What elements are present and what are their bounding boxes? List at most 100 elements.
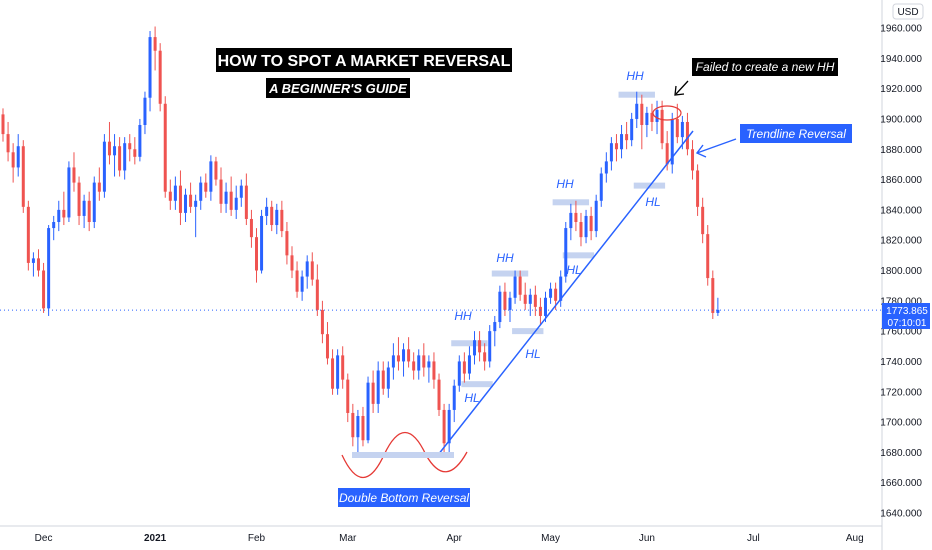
candle-body — [300, 276, 304, 292]
candle — [1, 108, 5, 142]
candle-body — [249, 218, 253, 238]
candle-body — [427, 361, 431, 368]
candle — [594, 194, 598, 238]
candles — [1, 26, 720, 453]
candle-body — [204, 182, 208, 192]
level-zone — [451, 340, 488, 347]
price-tick-label: 1860.000 — [880, 175, 922, 186]
level-zone — [552, 199, 590, 206]
candle-body — [665, 143, 669, 165]
candle-body — [331, 358, 335, 389]
candle-body — [538, 306, 542, 316]
time-tick-label: May — [541, 533, 560, 544]
price-axis[interactable]: 1640.000 1660.000 1680.000 1700.000 1720.000… — [880, 24, 922, 520]
candle — [543, 291, 547, 323]
price-tick-label: 1740.000 — [880, 357, 922, 368]
candle — [650, 103, 654, 132]
candle-body — [452, 385, 456, 410]
price-tick-label: 1960.000 — [880, 24, 922, 35]
candle-body — [21, 146, 25, 207]
candle — [564, 222, 568, 283]
candle-body — [305, 261, 309, 277]
level-zone — [562, 252, 595, 259]
candle — [569, 203, 573, 241]
price-tick-label: 1880.000 — [880, 145, 922, 156]
candle — [346, 373, 350, 423]
price-tick-label: 1660.000 — [880, 478, 922, 489]
candle-body — [376, 370, 380, 404]
candle-body — [696, 170, 700, 207]
chart-title: HOW TO SPOT A MARKET REVERSAL — [218, 53, 511, 70]
candle-body — [407, 349, 411, 362]
candle — [153, 26, 157, 71]
price-tick-label: 1900.000 — [880, 114, 922, 125]
candle-body — [402, 349, 406, 362]
candle-body — [11, 152, 15, 168]
candle — [310, 252, 314, 286]
candle-body — [260, 215, 264, 271]
candle — [391, 343, 395, 380]
current-price-value: 1773.865 — [886, 306, 928, 317]
trendline-arrow — [695, 138, 737, 158]
candle — [498, 285, 502, 329]
candle — [224, 182, 228, 213]
candle — [189, 182, 193, 213]
candle-body — [239, 185, 243, 198]
candle-body — [219, 179, 223, 204]
candle — [184, 188, 188, 222]
candle-body — [579, 222, 583, 238]
candle — [128, 134, 132, 162]
candle — [381, 361, 385, 395]
candle-body — [488, 331, 492, 362]
candle-body — [422, 355, 426, 368]
candle-body — [87, 200, 91, 222]
candle-body — [655, 109, 659, 122]
candle-body — [523, 294, 527, 304]
candle-body — [275, 209, 279, 226]
candle-body — [609, 143, 613, 162]
candle — [62, 191, 66, 226]
candle — [508, 291, 512, 323]
candle — [691, 140, 695, 180]
candle — [396, 337, 400, 371]
candle — [523, 282, 527, 310]
candle-body — [295, 270, 299, 292]
candle-body — [650, 112, 654, 122]
price-tick-label: 1680.000 — [880, 448, 922, 459]
candle — [290, 246, 294, 279]
candle — [559, 270, 563, 307]
candle-body — [346, 379, 350, 413]
candle — [630, 112, 634, 147]
candle — [351, 403, 355, 447]
candle — [609, 137, 613, 171]
candle — [579, 212, 583, 247]
candle — [77, 176, 81, 226]
candle — [168, 179, 172, 210]
candle-body — [716, 309, 720, 313]
candle — [260, 209, 264, 274]
candle — [11, 143, 15, 183]
candle-body — [356, 416, 360, 438]
hh-label: HH — [496, 251, 514, 265]
candle — [143, 91, 147, 135]
candle — [417, 349, 421, 380]
candle — [234, 185, 238, 219]
candle — [82, 194, 86, 229]
candle — [407, 337, 411, 368]
candle-body — [559, 276, 563, 301]
candle — [716, 297, 720, 316]
candle — [574, 200, 578, 232]
time-axis[interactable]: Dec 2021 Feb Mar Apr May Jun Jul Aug — [35, 533, 864, 544]
candle — [194, 194, 198, 238]
candle-body — [133, 149, 137, 157]
candle — [478, 331, 482, 362]
candle-body — [47, 228, 51, 309]
candle — [706, 225, 710, 286]
candle — [123, 137, 127, 180]
candle-body — [503, 291, 507, 310]
candle — [670, 112, 674, 174]
candle — [87, 191, 91, 232]
candle-body — [635, 103, 639, 119]
